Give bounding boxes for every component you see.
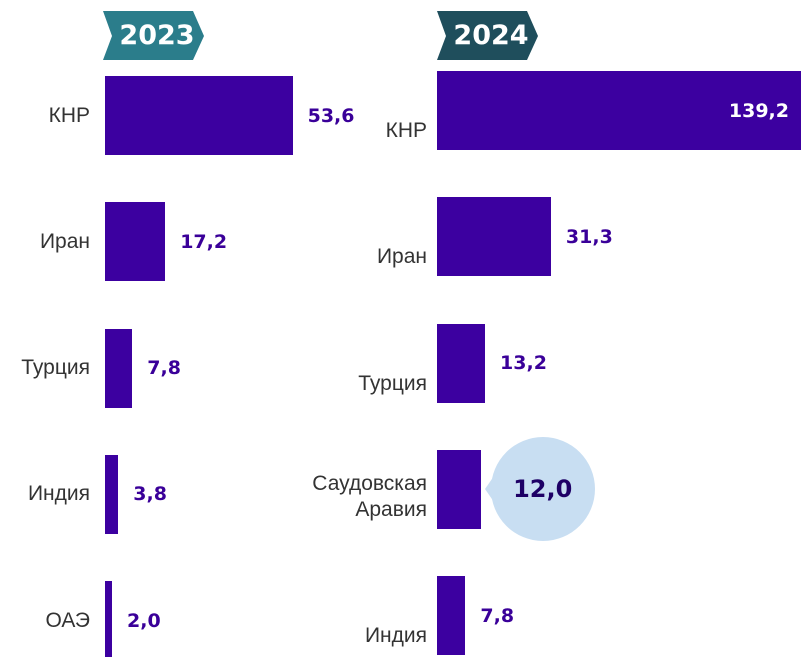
bar — [105, 76, 293, 155]
value-label: 139,2 — [728, 99, 789, 122]
category-label: Индия — [364, 624, 427, 648]
bar — [437, 449, 481, 529]
bar — [105, 581, 112, 657]
bar — [105, 454, 119, 534]
bar — [437, 71, 801, 150]
bar — [437, 323, 486, 403]
bubble-circle — [490, 437, 595, 542]
value-label: 17,2 — [180, 230, 228, 253]
value-label: 13,2 — [500, 352, 547, 375]
bar — [437, 576, 466, 656]
year-badge — [437, 11, 538, 60]
value-label: 7,8 — [480, 604, 515, 627]
category-label: Иран — [39, 229, 90, 253]
value-label: 7,8 — [147, 357, 181, 380]
category-label: Иран — [376, 245, 427, 269]
year-badge — [103, 11, 204, 60]
bubble-pointer — [484, 463, 503, 516]
badge-shape — [103, 11, 204, 60]
category-label: Турция — [21, 356, 90, 380]
badge-shape — [437, 11, 538, 60]
highlight-bubble — [484, 437, 595, 542]
category-label: КНР — [48, 103, 90, 127]
value-label: 12,0 — [513, 475, 573, 504]
bar — [105, 328, 133, 408]
chart-title: 2024 — [453, 20, 529, 51]
bar — [437, 197, 551, 277]
category-label: ОАЭ — [45, 608, 90, 632]
bar — [105, 202, 166, 282]
value-label: 53,6 — [307, 104, 355, 127]
category-label: Турция — [358, 371, 427, 395]
chart-title: 2023 — [119, 20, 195, 51]
value-label: 2,0 — [127, 609, 161, 632]
category-label: Саудовская Аравия — [312, 471, 427, 521]
value-label: 31,3 — [565, 225, 613, 248]
category-label: КНР — [385, 119, 427, 142]
category-label: Индия — [27, 482, 90, 506]
value-label: 3,8 — [133, 483, 167, 506]
